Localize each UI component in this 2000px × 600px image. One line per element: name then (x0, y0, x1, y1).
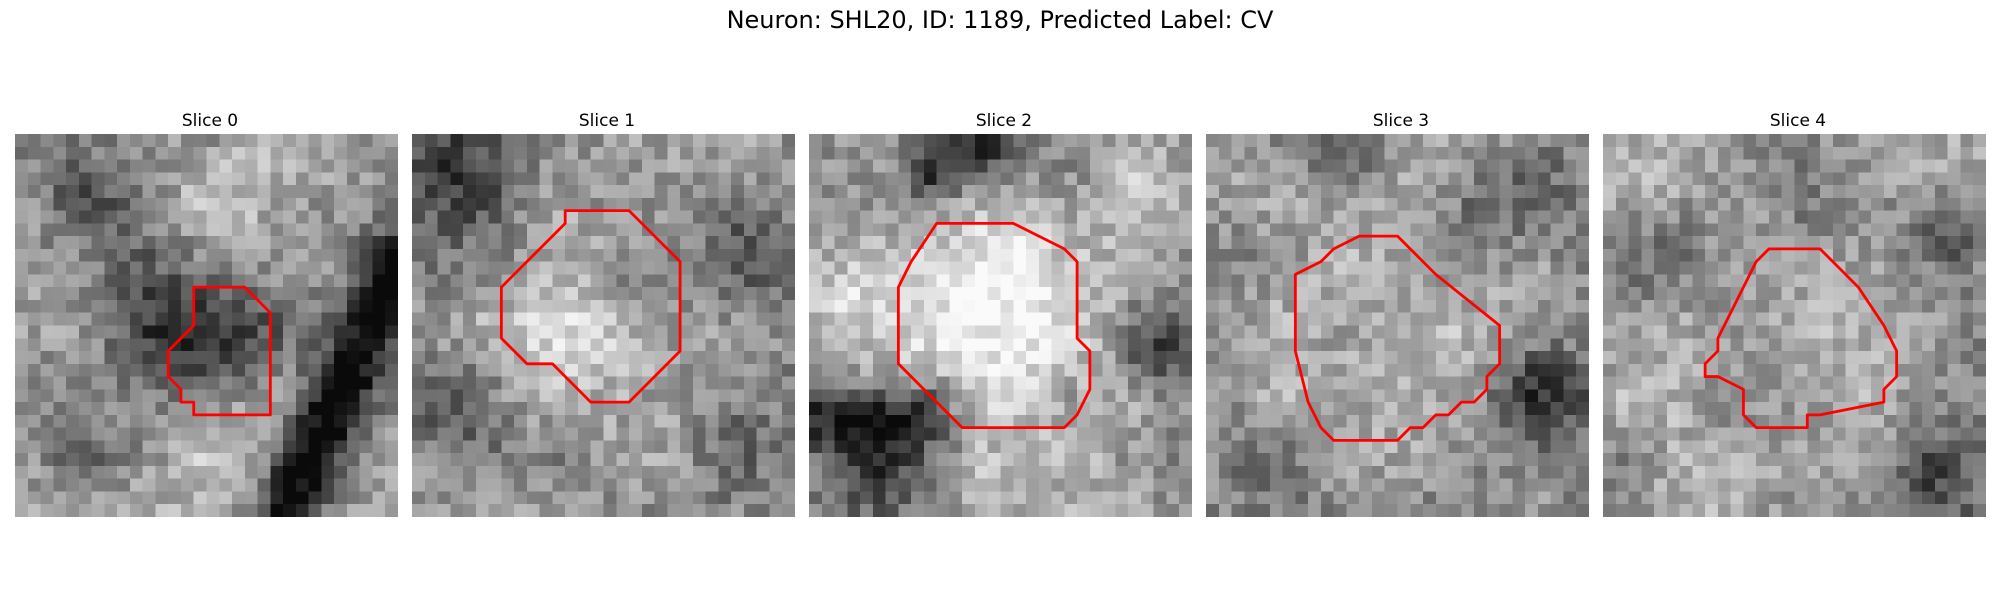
slice-panel-1: Slice 1 (412, 108, 802, 517)
slice-panel-3: Slice 3 (1206, 108, 1596, 517)
slice-image-3 (1206, 134, 1589, 517)
slice-image-4 (1603, 134, 1986, 517)
cell-contour-outline (1293, 234, 1502, 442)
slice-panel-2: Slice 2 (809, 108, 1199, 517)
pixel-grid (15, 134, 398, 517)
cell-contour-outline (896, 221, 1092, 430)
slice-title-0: Slice 0 (181, 111, 239, 131)
pixel-grid (809, 134, 1192, 517)
pixel-grid (412, 134, 795, 517)
cell-contour-outline (1703, 247, 1899, 430)
slice-image-0 (15, 134, 398, 517)
pixel-grid (1206, 134, 1589, 517)
slice-title-2: Slice 2 (975, 111, 1033, 131)
slice-title-3: Slice 3 (1372, 111, 1430, 131)
slice-title-4: Slice 4 (1769, 111, 1827, 131)
slice-image-1 (412, 134, 795, 517)
slice-panel-0: Slice 0 (15, 108, 405, 517)
cell-contour-outline (499, 209, 682, 404)
cell-contour-outline (166, 285, 272, 417)
pixel-grid (1603, 134, 1986, 517)
slice-title-1: Slice 1 (578, 111, 636, 131)
slice-image-2 (809, 134, 1192, 517)
figure-title: Neuron: SHL20, ID: 1189, Predicted Label… (726, 6, 1274, 34)
slice-panel-4: Slice 4 (1603, 108, 1993, 517)
